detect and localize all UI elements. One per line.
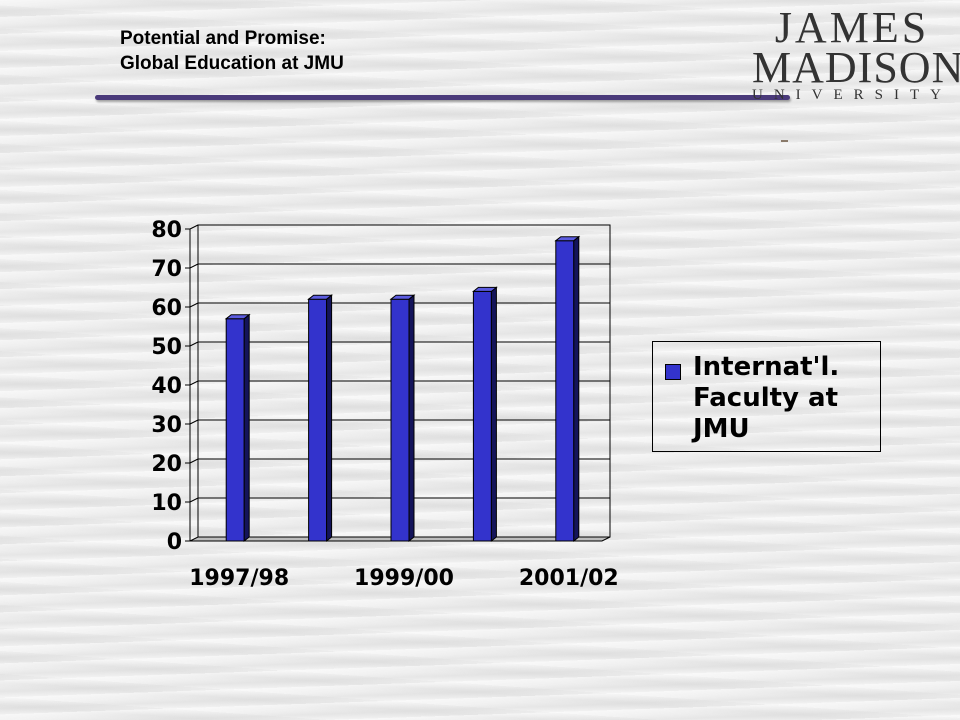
legend-swatch [665, 364, 681, 380]
bar-top [389, 294, 416, 300]
legend-label: Internat'l. Faculty at JMU [693, 352, 840, 444]
gridline-depth [189, 497, 199, 503]
gridline-depth [189, 419, 199, 425]
bar-front [225, 318, 245, 542]
slide-title: Potential and Promise: Global Education … [120, 26, 344, 76]
logo-line-1: JAMES [774, 3, 930, 52]
gridline-depth [189, 341, 199, 347]
bar-top [471, 286, 498, 292]
bar-front [555, 240, 575, 542]
x-tick-label: 2001/02 [519, 566, 619, 591]
gridline-depth [189, 224, 199, 230]
bar-top [307, 294, 334, 300]
y-tick-label: 70 [151, 257, 182, 282]
bar-side [408, 294, 415, 543]
bar-side [243, 313, 250, 543]
y-tick-label: 0 [167, 530, 182, 555]
y-tick-label: 50 [151, 335, 182, 360]
slide-title-line-2: Global Education at JMU [120, 53, 344, 74]
y-tick-label: 60 [151, 296, 182, 321]
bar-side [573, 235, 580, 543]
bar-front [472, 290, 492, 542]
gridline-depth [189, 263, 199, 269]
y-tick-label: 40 [151, 374, 182, 399]
decorative-mark [781, 140, 788, 142]
x-tick-label: 1997/98 [189, 566, 289, 591]
bar-front [390, 298, 410, 542]
y-tick-label: 10 [151, 491, 182, 516]
x-tick-label: 1999/00 [354, 566, 454, 591]
title-divider [95, 95, 790, 100]
bar-side [490, 286, 497, 543]
bar-top [224, 314, 251, 320]
logo-line-2: MADISON [752, 43, 960, 92]
chart-legend: Internat'l. Faculty at JMU [652, 341, 881, 452]
y-tick-label: 80 [151, 218, 182, 243]
logo-line-3: UNIVERSITY [752, 87, 952, 103]
bar-side [326, 294, 333, 543]
bar-top [554, 236, 581, 242]
slide-title-line-1: Potential and Promise: [120, 28, 326, 49]
gridline-depth [189, 302, 199, 308]
gridline-depth [189, 458, 199, 464]
y-tick-label: 30 [151, 413, 182, 438]
y-tick-label: 20 [151, 452, 182, 477]
university-logo: JAMES MADISON UNIVERSITY [752, 3, 960, 103]
bar-front [308, 298, 328, 542]
gridline-depth [189, 380, 199, 386]
